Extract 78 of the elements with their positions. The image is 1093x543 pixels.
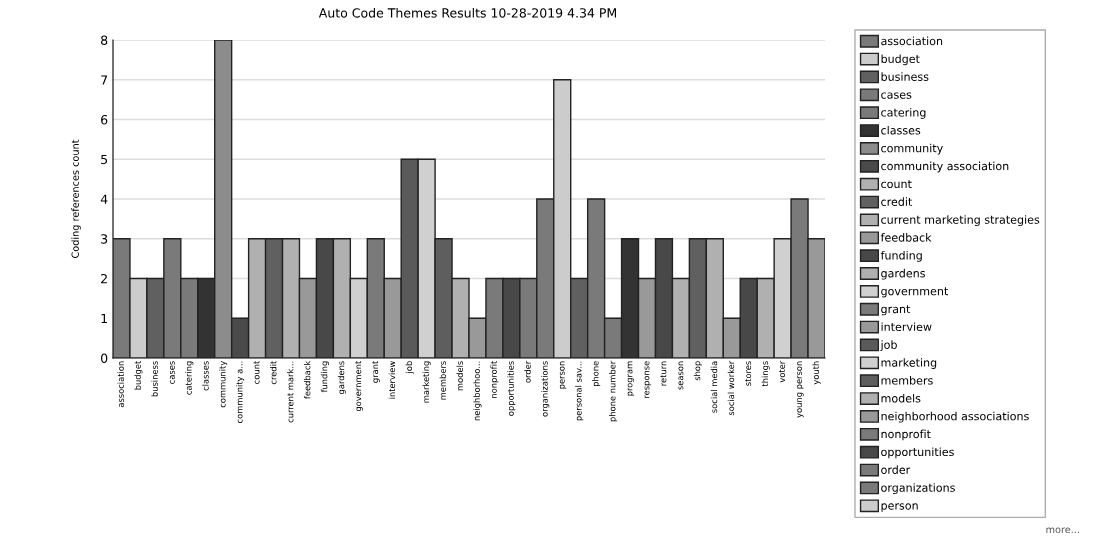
x-tick-label: government: [355, 360, 363, 412]
x-tick-label: response: [644, 361, 652, 398]
legend-label: budget: [881, 54, 920, 66]
legend-label: job: [880, 340, 897, 352]
x-tick-label: season: [678, 361, 684, 390]
x-tick-label: program: [627, 361, 635, 396]
legend-label: organizations: [881, 483, 955, 494]
x-tick-label: members: [439, 361, 446, 400]
x-tick-label: feedback: [303, 360, 311, 399]
x-tick-label: community: [219, 361, 228, 408]
y-tick-label: 6: [101, 114, 108, 125]
x-tick-label: current mark...: [286, 361, 294, 423]
legend-label: count: [881, 180, 912, 189]
legend-label: gardens: [881, 268, 925, 280]
x-tick-label: neighborhoo...: [473, 361, 482, 421]
x-tick-label: voter: [779, 360, 786, 383]
legend-label: opportunities: [881, 447, 954, 459]
x-tick-label: funding: [320, 361, 329, 393]
x-tick-label: grant: [372, 360, 380, 383]
x-tick-label: catering: [185, 361, 194, 395]
y-tick-label: 1: [101, 313, 107, 323]
legend-label: current marketing strategies: [881, 215, 1040, 226]
x-tick-label: phone: [592, 361, 601, 387]
legend-label: interview: [881, 322, 932, 332]
legend-label: nonprofit: [881, 429, 931, 441]
x-tick-label: association: [117, 361, 124, 408]
x-tick-label: shop: [693, 361, 702, 381]
legend-label: community association: [881, 161, 1009, 173]
legend-label: order: [881, 465, 911, 474]
text: more...: [1046, 527, 1079, 534]
x-tick-label: organizations: [541, 361, 550, 417]
x-tick-label: interview: [388, 361, 396, 399]
y-tick-label: 2: [101, 273, 107, 284]
x-tick-label: job: [405, 361, 414, 374]
x-tick-label: cases: [169, 361, 175, 384]
x-tick-label: return: [660, 361, 667, 386]
x-tick-label: person: [559, 361, 567, 389]
legend-label: association: [881, 36, 943, 46]
legend-label: grant: [881, 305, 911, 316]
y-tick-label: 4: [100, 194, 108, 204]
legend-label: community: [881, 143, 943, 155]
x-tick-label: gardens: [337, 361, 346, 395]
x-tick-label: nonprofit: [490, 360, 499, 398]
legend-label: person: [881, 503, 918, 512]
y-tick-label: 3: [101, 234, 108, 244]
x-tick-label: budget: [134, 360, 143, 390]
legend-label: neighborhood associations: [881, 411, 1029, 423]
chart-title: Auto Code Themes Results 10-28-2019 4.34 PM: [318, 7, 616, 18]
y-tick-label: 0: [101, 353, 108, 363]
x-tick-label: community a...: [236, 361, 245, 424]
y-tick-label: 8: [101, 35, 108, 45]
y-tick-label: 7: [101, 75, 108, 85]
x-tick-label: opportunities: [507, 361, 516, 416]
legend-label: feedback: [880, 233, 932, 242]
legend-label: government: [881, 287, 949, 298]
x-tick-label: count: [253, 360, 260, 384]
legend-label: catering: [881, 108, 926, 119]
x-tick-label: young person: [797, 361, 804, 418]
x-tick-label: social worker: [727, 360, 735, 416]
legend-label: business: [881, 72, 929, 81]
x-tick-label: marketing: [422, 361, 431, 403]
x-tick-label: social media: [710, 361, 718, 413]
x-tick-label: phone number: [609, 360, 618, 422]
legend-label: funding: [880, 250, 922, 262]
x-tick-label: youth: [812, 361, 821, 385]
x-tick-label: business: [151, 361, 158, 397]
x-tick-label: things: [761, 361, 770, 387]
x-tick-label: credit: [270, 360, 277, 385]
y-tick-label: 5: [101, 154, 108, 165]
legend-label: classes: [881, 125, 921, 135]
x-tick-label: order: [524, 360, 531, 383]
x-tick-label: personal sav...: [575, 361, 584, 421]
x-tick-label: classes: [202, 361, 209, 391]
legend-label: cases: [881, 92, 912, 99]
x-tick-label: stores: [745, 361, 752, 386]
y-axis-title: Coding references count: [71, 139, 81, 258]
x-tick-label: models: [456, 361, 463, 391]
legend-label: credit: [881, 197, 913, 206]
